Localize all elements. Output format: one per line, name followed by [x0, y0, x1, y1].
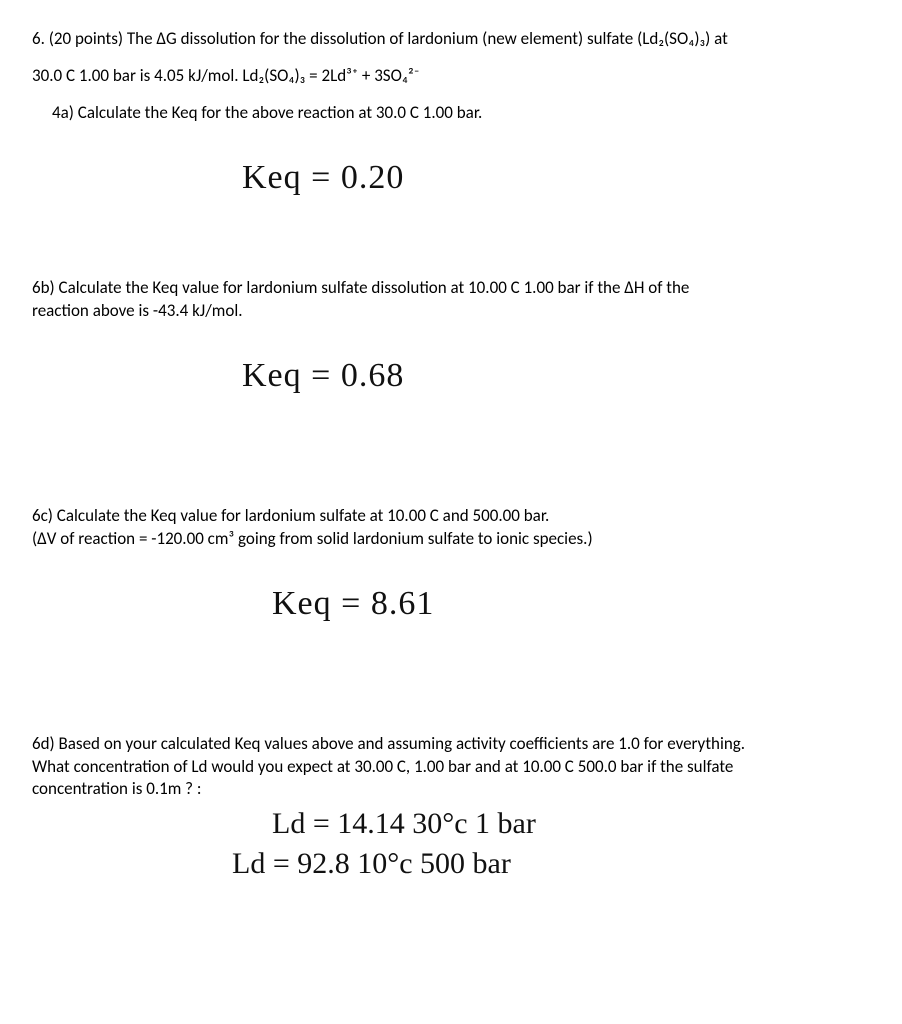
q6-part-d-line1: 6d) Based on your calculated Keq values … [32, 733, 870, 756]
q6-part-d-line3: concentration is 0.1m ? : [32, 778, 201, 799]
q6-part-d-line2: What concentration of Ld would you expec… [32, 756, 870, 779]
q6-intro-line2: 30.0 C 1.00 bar is 4.05 kJ/mol. Ld₂(SO₄)… [32, 65, 870, 88]
q6-part-c-line2: (ΔV of reaction = -120.00 cm³ going from… [32, 528, 870, 551]
q6-answer-c: Keq = 8.61 [32, 585, 870, 623]
q6-part-c-line1: 6c) Calculate the Keq value for lardoniu… [32, 505, 870, 528]
q6-part-a: 4a) Calculate the Keq for the above reac… [52, 102, 870, 125]
q6-answer-d-line1: Ld = 14.14 30°c 1 bar [32, 807, 870, 841]
q6-answer-a: Keq = 0.20 [32, 159, 870, 197]
q6-intro-line1: 6. (20 points) The ΔG dissolution for th… [32, 28, 870, 51]
q6-part-b-line1: 6b) Calculate the Keq value for lardoniu… [32, 277, 870, 300]
q6-answer-d-line2: Ld = 92.8 10°c 500 bar [32, 847, 870, 881]
q6-answer-b: Keq = 0.68 [32, 357, 870, 395]
q6-part-b-line2: reaction above is -43.4 kJ/mol. [32, 300, 870, 323]
